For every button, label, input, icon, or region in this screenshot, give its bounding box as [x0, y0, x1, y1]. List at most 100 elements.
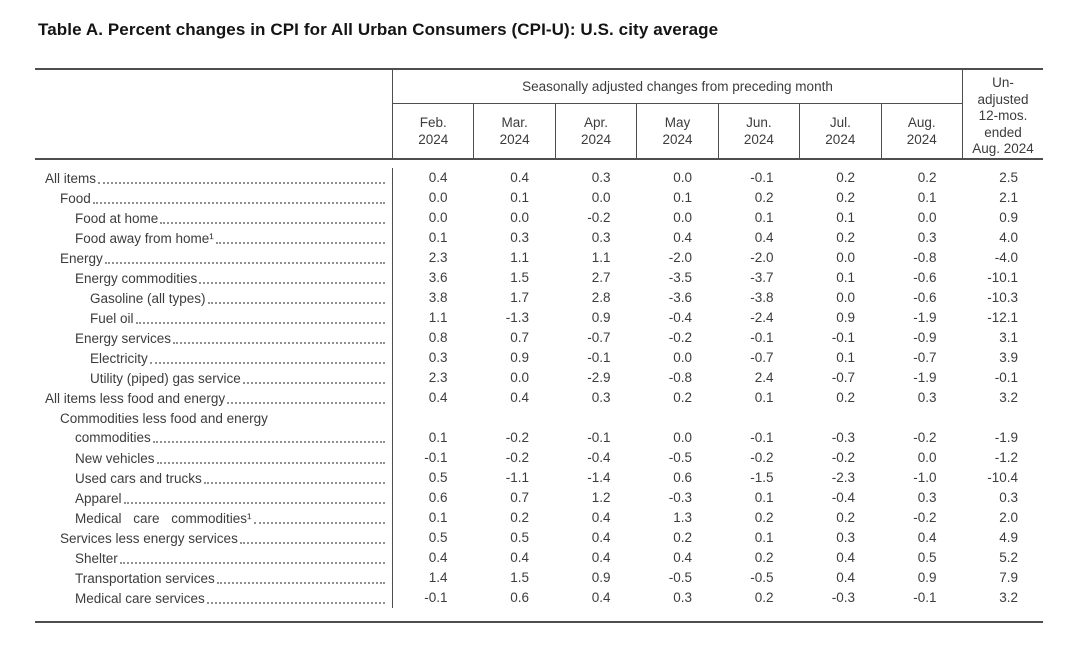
table-row: Energy services 0.8 0.7 -0.7 -0.2 -0.1 -0.1 -0.…: [35, 328, 1043, 348]
row-label-cell: Electricity: [35, 348, 393, 368]
row-label-text: Medical care services: [75, 590, 205, 606]
monthly-value-cell: 0.6: [428, 490, 448, 505]
monthly-value-cell: 0.9: [917, 570, 937, 585]
monthly-value-cell: 0.1: [428, 230, 448, 245]
monthly-value-cell: -0.1: [831, 330, 855, 345]
row-label-text: Transportation services: [75, 570, 215, 586]
monthly-value-cell: -0.7: [831, 370, 855, 385]
monthly-value-cell: 0.1: [754, 530, 774, 545]
row-value-cells: 0.3 0.9 -0.1 0.0 -0.7 0.1 -0.7 3.9: [393, 348, 1043, 368]
row-value-cells: 0.6 0.7 1.2 -0.3 0.1 -0.4 0.3 0.3: [393, 488, 1043, 508]
unadjusted-value-cell: -10.4: [987, 470, 1018, 485]
row-label-cell: Medical care commodities¹: [35, 508, 393, 528]
monthly-value-cell: 0.4: [673, 230, 692, 245]
monthly-value-cell: 0.4: [510, 390, 529, 405]
monthly-value-cell: 0.1: [836, 270, 855, 285]
row-label-text: Energy commodities: [75, 270, 198, 286]
monthly-value-cell: -1.0: [913, 470, 937, 485]
row-value-cells: -0.1 0.6 0.4 0.3 0.2 -0.3 -0.1 3.2: [393, 588, 1043, 608]
monthly-value-cell: 0.0: [510, 370, 529, 385]
row-label-line: Food away from home¹: [75, 229, 392, 248]
monthly-value-cell: 0.2: [836, 510, 855, 525]
table-row: Shelter 0.4 0.4 0.4 0.4 0.2 0.4 0.5 5.2: [35, 548, 1043, 568]
monthly-value-cell: -0.5: [668, 450, 692, 465]
monthly-value-cell: 0.2: [754, 550, 774, 565]
table-row: Transportation services 1.4 1.5 0.9 -0.5 -0.5…: [35, 568, 1043, 588]
monthly-value-cell: 0.1: [510, 190, 529, 205]
monthly-value-cell: 0.7: [510, 490, 529, 505]
monthly-value-cell: 2.7: [591, 270, 611, 285]
row-label-cell: Apparel: [35, 488, 393, 508]
table-row: Medical care commodities¹ 0.1 0.2 0.4 1.3 0.2…: [35, 508, 1043, 528]
row-label-line: Apparel: [75, 489, 392, 508]
row-value-cells: 0.4 0.4 0.3 0.0 -0.1 0.2 0.2 2.5: [393, 168, 1043, 188]
monthly-value-cell: -0.5: [668, 570, 692, 585]
monthly-value-cell: 0.0: [917, 210, 937, 225]
unadjusted-value-cell: 5.2: [999, 550, 1018, 565]
row-label-text: Medical care commodities¹: [75, 510, 252, 526]
monthly-value-cell: -0.6: [913, 290, 937, 305]
row-label-line: Gasoline (all types): [90, 289, 392, 308]
monthly-value-cell: -0.2: [831, 450, 855, 465]
monthly-value-cell: 0.5: [428, 530, 448, 545]
monthly-value-cell: -0.3: [668, 490, 692, 505]
row-label-cell: Services less energy services: [35, 528, 393, 548]
month-label: Feb.: [419, 115, 447, 130]
row-value-cells: 1.4 1.5 0.9 -0.5 -0.5 0.4 0.9 7.9: [393, 568, 1043, 588]
row-label-text: All items: [45, 170, 97, 186]
monthly-value-cell: 0.1: [428, 430, 448, 445]
row-value-cells: 0.8 0.7 -0.7 -0.2 -0.1 -0.1 -0.9 3.1: [393, 328, 1043, 348]
row-label-text: Commodities less food and energy: [60, 411, 268, 426]
row-label-text: Food: [60, 190, 91, 206]
monthly-value-cell: 0.9: [836, 310, 855, 325]
row-label-text: Fuel oil: [90, 310, 134, 326]
monthly-value-cell: -0.1: [424, 590, 448, 605]
monthly-value-cell: -1.3: [505, 310, 529, 325]
monthly-value-cell: 0.0: [591, 190, 611, 205]
monthly-value-cell: -2.9: [587, 370, 611, 385]
monthly-value-cell: -0.1: [750, 170, 774, 185]
leader-dots: [215, 241, 385, 244]
monthly-value-cell: 0.2: [754, 190, 774, 205]
row-label-cell: Energy services: [35, 328, 393, 348]
month-column-header: Jun. 2024: [717, 104, 799, 158]
month-column-header: Jul. 2024: [799, 104, 880, 158]
row-value-cells: 0.4 0.4 0.3 0.2 0.1 0.2 0.3 3.2: [393, 388, 1043, 408]
unadjusted-value-cell: 3.2: [999, 390, 1018, 405]
monthly-value-cell: -3.5: [668, 270, 692, 285]
monthly-value-cell: 1.3: [673, 510, 692, 525]
row-value-cells: 0.1 0.2 0.4 1.3 0.2 0.2 -0.2 2.0: [393, 508, 1043, 528]
row-label-text: commodities: [75, 430, 151, 445]
row-label-line: Food: [60, 189, 392, 208]
monthly-value-cell: -0.2: [587, 210, 611, 225]
monthly-value-cell: 0.4: [428, 390, 448, 405]
unadjusted-value-cell: -12.1: [987, 310, 1018, 325]
leader-dots: [98, 181, 385, 184]
table-row: Services less energy services 0.5 0.5 0.4 0.…: [35, 528, 1043, 548]
row-label-cell: Food away from home¹: [35, 228, 393, 248]
row-label-line: Transportation services: [75, 569, 392, 588]
row-label-line: New vehicles: [75, 449, 392, 468]
table-row: All items 0.4 0.4 0.3 0.0 -0.1 0.2 0.2 2.5: [35, 168, 1043, 188]
unadjusted-value-cell: 4.0: [999, 230, 1018, 245]
monthly-value-cell: 0.5: [510, 530, 529, 545]
year-label: 2024: [499, 132, 530, 147]
row-label-cell: Medical care services: [35, 588, 393, 608]
row-label-text: Apparel: [75, 490, 122, 506]
monthly-value-cell: 1.2: [591, 490, 611, 505]
row-label-text: All items less food and energy: [45, 390, 226, 406]
row-label-cell: Used cars and trucks: [35, 468, 393, 488]
table-body: All items 0.4 0.4 0.3 0.0 -0.1 0.2 0.2 2.5 Food 0.…: [35, 160, 1043, 608]
row-label-cell: Fuel oil: [35, 308, 393, 328]
monthly-value-cell: 0.2: [836, 190, 855, 205]
seasonally-adjusted-group: Seasonally adjusted changes from precedi…: [393, 70, 962, 158]
leader-dots: [152, 441, 385, 443]
monthly-value-cell: 0.3: [591, 230, 611, 245]
row-label-line: Medical care services: [75, 589, 392, 608]
row-label-line: Energy services: [75, 329, 392, 348]
monthly-value-cell: 0.9: [510, 350, 529, 365]
row-label-line: All items: [45, 169, 392, 188]
monthly-value-cell: 0.3: [591, 390, 611, 405]
table-row: Food 0.0 0.1 0.0 0.1 0.2 0.2 0.1 2.1: [35, 188, 1043, 208]
monthly-value-cell: 2.8: [591, 290, 611, 305]
